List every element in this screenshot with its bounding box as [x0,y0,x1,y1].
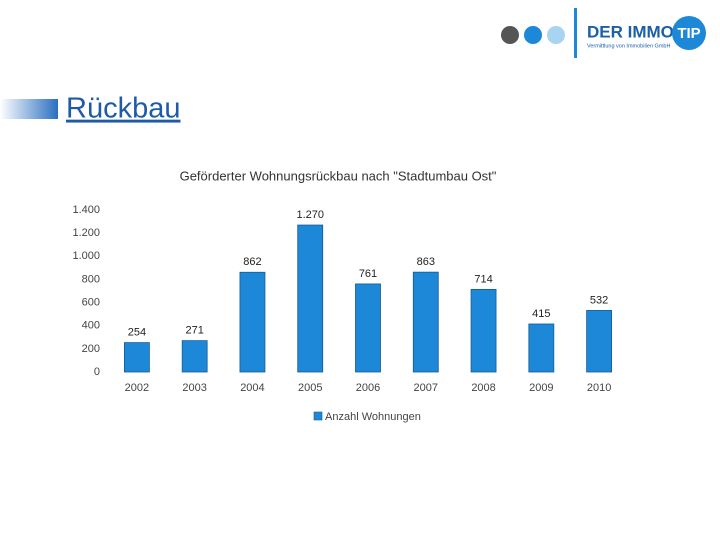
y-tick-label: 200 [82,343,100,355]
x-tick-label: 2004 [240,382,264,394]
chart-title: Geförderter Wohnungsrückbau nach "Stadtu… [180,168,497,183]
slide-title: Rückbau [66,93,180,125]
y-tick-label: 1.400 [72,204,100,216]
logo-divider [574,8,577,58]
y-tick-label: 1.200 [72,227,100,239]
x-tick-label: 2010 [587,382,611,394]
bar [123,342,150,373]
data-label: 415 [532,308,550,320]
x-tick-label: 2009 [529,382,553,394]
y-tick-label: 600 [82,296,100,308]
x-tick-label: 2007 [414,382,438,394]
legend-swatch [313,411,323,421]
bar [470,288,497,373]
logo-dot [501,26,519,44]
title-accent [0,99,58,119]
data-label: 532 [590,294,608,306]
y-tick-label: 0 [94,366,100,378]
data-label: 1.270 [296,209,324,221]
x-tick-label: 2008 [471,382,495,394]
bar [412,271,439,373]
data-label: 714 [474,273,492,285]
bar [528,323,555,373]
bar [586,310,613,373]
data-label: 271 [185,325,203,337]
y-tick-label: 400 [82,320,100,332]
bar [355,283,381,373]
y-tick-label: 800 [82,273,100,285]
logo-main: DER IMMO [587,22,674,41]
logo-dot [547,26,565,44]
bar [239,271,266,373]
bar [181,340,208,373]
legend-label: Anzahl Wohnungen [325,411,421,423]
bar [297,224,324,373]
data-label: 761 [359,268,377,280]
logo-dot [524,26,542,44]
logo-badge: TIP [677,25,700,42]
x-tick-label: 2003 [182,382,206,394]
logo-badge-bg [672,16,706,50]
data-label: 254 [128,327,146,339]
data-label: 863 [417,256,435,268]
x-tick-label: 2002 [125,382,149,394]
y-tick-label: 1.000 [72,250,100,262]
x-tick-label: 2005 [298,382,322,394]
x-tick-label: 2006 [356,382,380,394]
logo-sub: Vermittlung von Immobilien GmbH [587,43,670,49]
data-label: 862 [243,256,261,268]
